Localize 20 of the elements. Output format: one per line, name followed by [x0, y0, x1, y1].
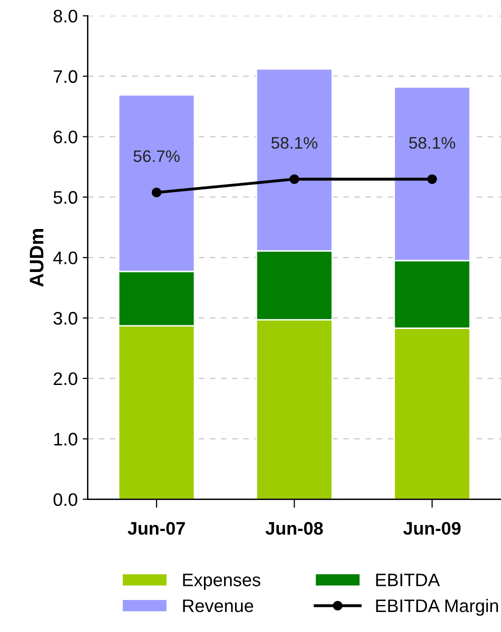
legend-label: EBITDA [376, 574, 440, 586]
data-label: 58.1% [409, 136, 456, 149]
y-tick-label: 8.0 [54, 10, 78, 23]
y-tick-label: 7.0 [54, 70, 78, 83]
legend-label: EBITDA Margin [376, 598, 498, 616]
data-label: 58.1% [271, 136, 318, 149]
y-tick-label: 1.0 [54, 432, 78, 446]
y-tick-label: 4.0 [53, 251, 78, 264]
data-label: 56.7% [134, 150, 180, 162]
y-axis-title: AUDm [30, 229, 44, 287]
y-tick-label: 2.0 [54, 372, 78, 386]
y-tick-label: 6.0 [54, 130, 78, 144]
legend-label: Expenses [183, 574, 260, 590]
y-tick-label: 0.0 [54, 493, 78, 506]
legend-label: Revenue [183, 600, 254, 612]
x-tick-label: Jun-07 [128, 522, 185, 535]
y-tick-label: 3.0 [54, 312, 78, 325]
x-tick-label: Jun-09 [403, 522, 461, 535]
y-tick-label: 5.0 [54, 191, 78, 204]
x-tick-label: Jun-08 [266, 522, 323, 535]
